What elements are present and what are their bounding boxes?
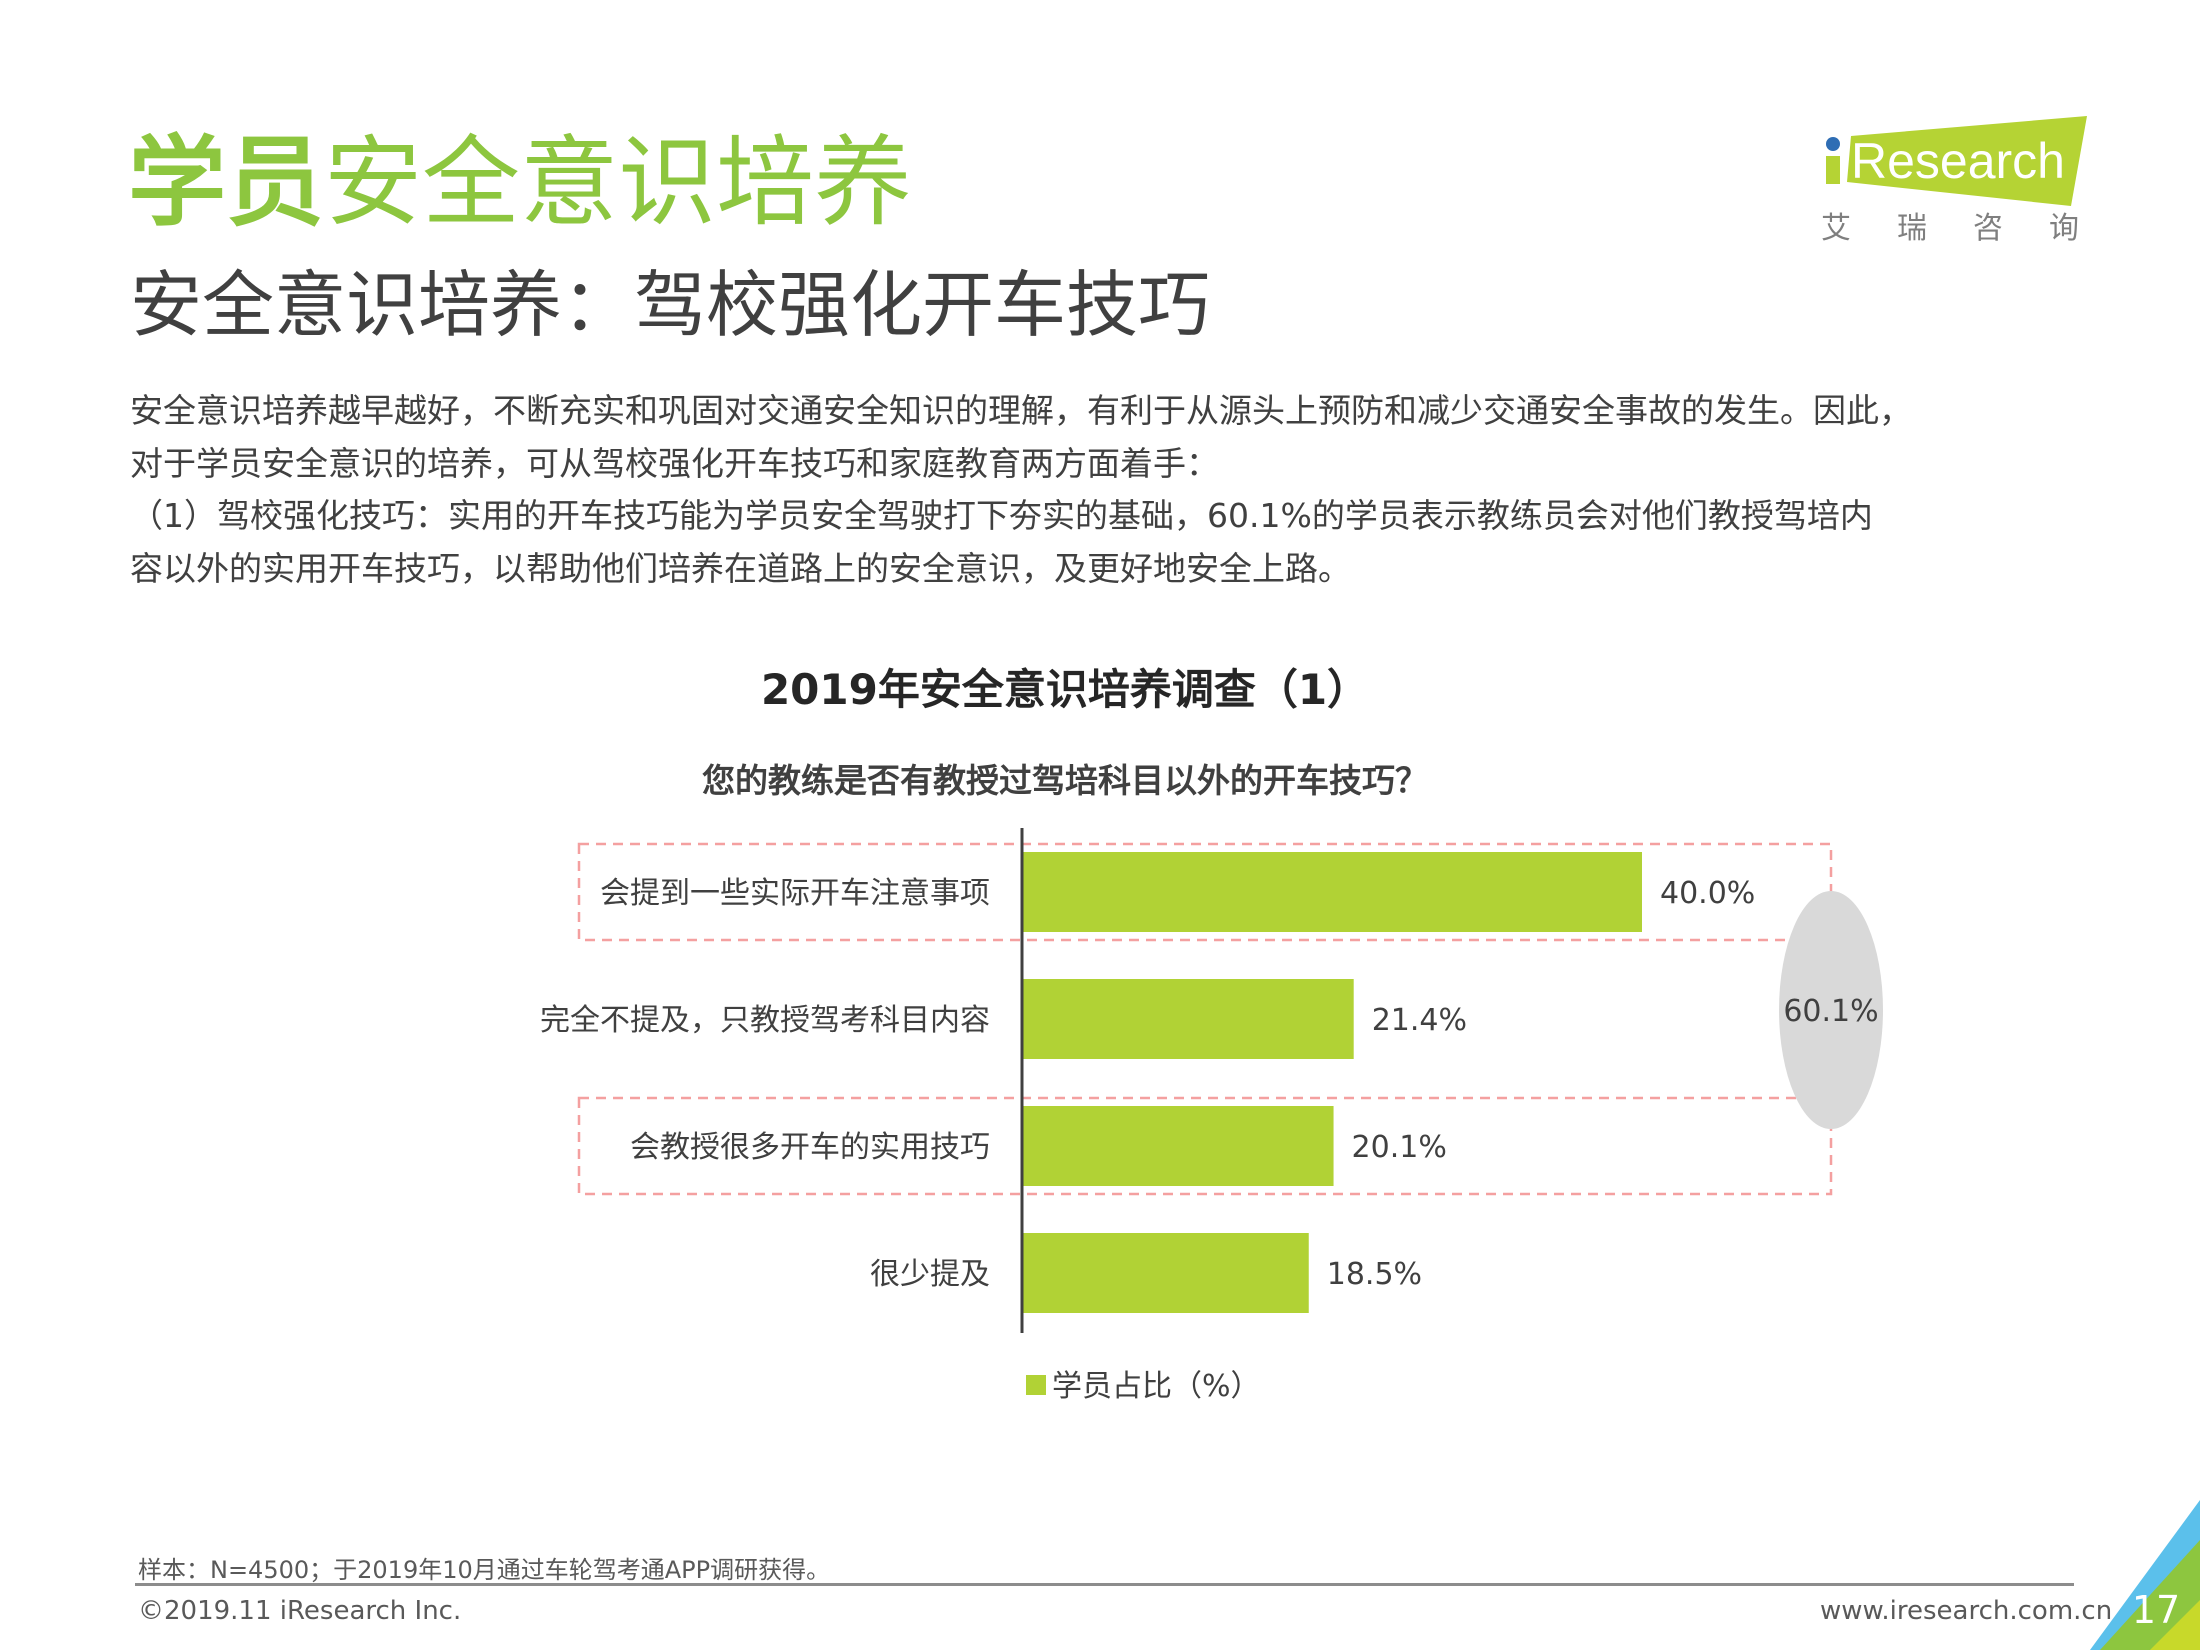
category-label: 完全不提及，只教授驾考科目内容 (540, 1003, 990, 1038)
value-label: 40.0% (1660, 876, 1755, 911)
website-link[interactable]: www.iresearch.com.cn (1820, 1596, 2113, 1626)
footer-divider (135, 1583, 2074, 1586)
bar (1022, 979, 1354, 1059)
category-label: 会教授很多开车的实用技巧 (630, 1130, 990, 1165)
legend-swatch (1026, 1375, 1046, 1395)
copyright: ©2019.11 iResearch Inc. (138, 1596, 462, 1626)
highlight-box (577, 1096, 1833, 1196)
iresearch-logo: Research 艾瑞咨询 (1821, 116, 2091, 256)
chart-title: 2019年安全意识培养调查（1） (760, 665, 1370, 714)
page-subtitle: 安全意识培养：驾校强化开车技巧 (130, 263, 1211, 347)
sample-note: 样本：N=4500；于2019年10月通过车轮驾考通APP调研获得。 (138, 1556, 831, 1584)
body-text: 安全意识培养越早越好，不断充实和巩固对交通安全知识的理解，有利于从源头上预防和减… (130, 385, 2120, 595)
body-line: 安全意识培养越早越好，不断充实和巩固对交通安全知识的理解，有利于从源头上预防和减… (130, 391, 1912, 430)
body-line: （1）驾校强化技巧：实用的开车技巧能为学员安全驾驶打下夯实的基础，60.1%的学… (130, 496, 1873, 535)
bar (1022, 1233, 1309, 1313)
title-rest: 安全意识培养 (324, 126, 913, 240)
svg-text:艾瑞咨询: 艾瑞咨询 (1821, 211, 2091, 246)
page-number: 17 (2131, 1588, 2181, 1632)
chart-question: 您的教练是否有教授过驾培科目以外的开车技巧？ (702, 761, 1428, 800)
legend-label: 学员占比（%） (1052, 1369, 1261, 1404)
svg-text:Research: Research (1851, 133, 2065, 189)
value-label: 21.4% (1372, 1003, 1467, 1038)
bar (1022, 852, 1642, 932)
total-ellipse (1779, 891, 1883, 1129)
category-label: 很少提及 (870, 1257, 990, 1292)
value-label: 18.5% (1327, 1257, 1422, 1292)
body-line: 容以外的实用开车技巧，以帮助他们培养在道路上的安全意识，及更好地安全上路。 (130, 548, 1351, 588)
title-highlight: 学员 (128, 126, 325, 240)
total-label: 60.1% (1783, 994, 1878, 1029)
bar (1022, 1106, 1334, 1186)
page-title: 学员安全意识培养 (128, 128, 912, 238)
value-label: 20.1% (1352, 1130, 1447, 1165)
body-line: 对于学员安全意识的培养，可从驾校强化开车技巧和家庭教育两方面着手： (130, 443, 1219, 483)
category-label: 会提到一些实际开车注意事项 (600, 876, 990, 911)
